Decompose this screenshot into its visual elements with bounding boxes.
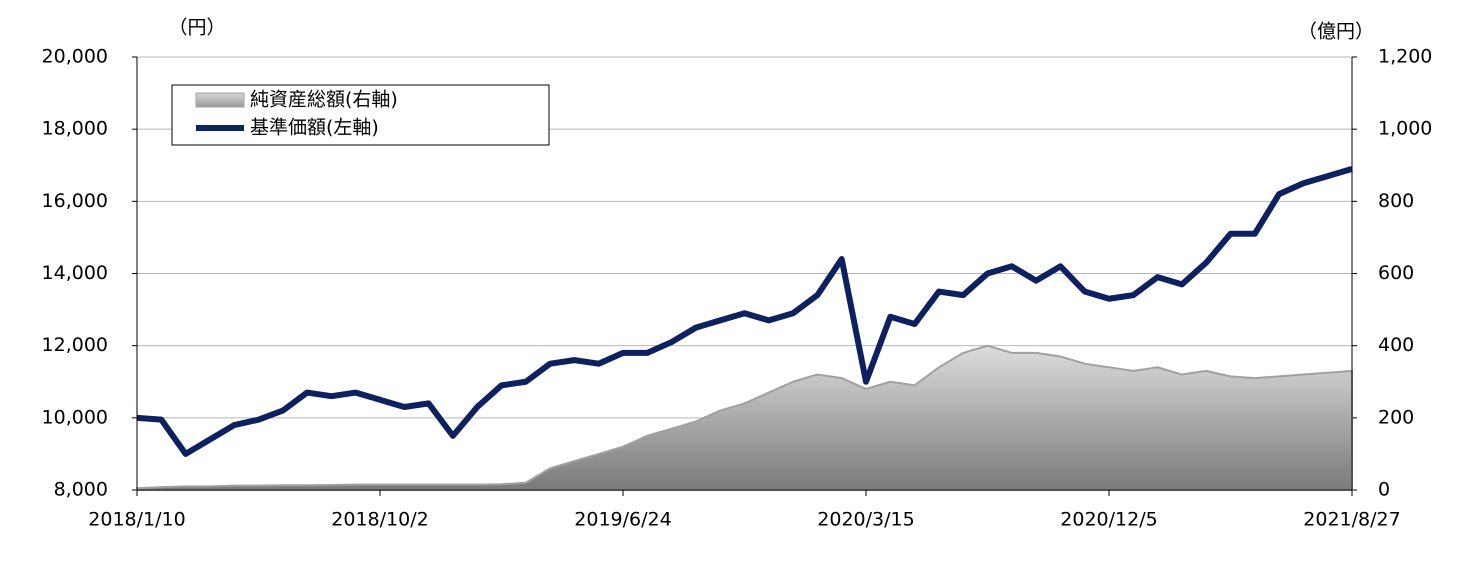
y-tick-label: 12,000 <box>42 334 108 356</box>
y2-tick-label: 600 <box>1378 262 1414 284</box>
legend-label: 純資産総額(右軸) <box>250 89 398 111</box>
y-tick-label: 20,000 <box>42 46 108 68</box>
y2-tick-label: 1,200 <box>1378 46 1432 68</box>
line <box>136 165 1353 457</box>
x-tick-label: 2018/1/10 <box>88 509 185 531</box>
x-tick-label: 2018/10/2 <box>331 509 428 531</box>
y2-tick-label: 1,000 <box>1378 118 1432 140</box>
y2-unit-label: （億円） <box>1298 21 1374 43</box>
y-tick-label: 14,000 <box>42 262 108 284</box>
y2-tick-label: 400 <box>1378 334 1414 356</box>
legend-label: 基準価額(左軸) <box>250 117 379 139</box>
y-unit-label: （円） <box>168 17 225 39</box>
legend-swatch <box>195 92 245 108</box>
y2-tick-label: 200 <box>1378 406 1414 428</box>
x-tick-label: 2020/12/5 <box>1060 509 1157 531</box>
y-tick-label: 8,000 <box>54 479 108 501</box>
y-tick-label: 16,000 <box>42 190 108 212</box>
x-tick-label: 2020/3/15 <box>817 509 914 531</box>
y-tick-label: 18,000 <box>42 118 108 140</box>
area <box>136 344 1353 491</box>
x-tick-label: 2019/6/24 <box>574 509 671 531</box>
y2-tick-label: 0 <box>1378 479 1390 501</box>
y2-tick-label: 800 <box>1378 190 1414 212</box>
y-tick-label: 10,000 <box>42 406 108 428</box>
x-tick-label: 2021/8/27 <box>1303 509 1400 531</box>
